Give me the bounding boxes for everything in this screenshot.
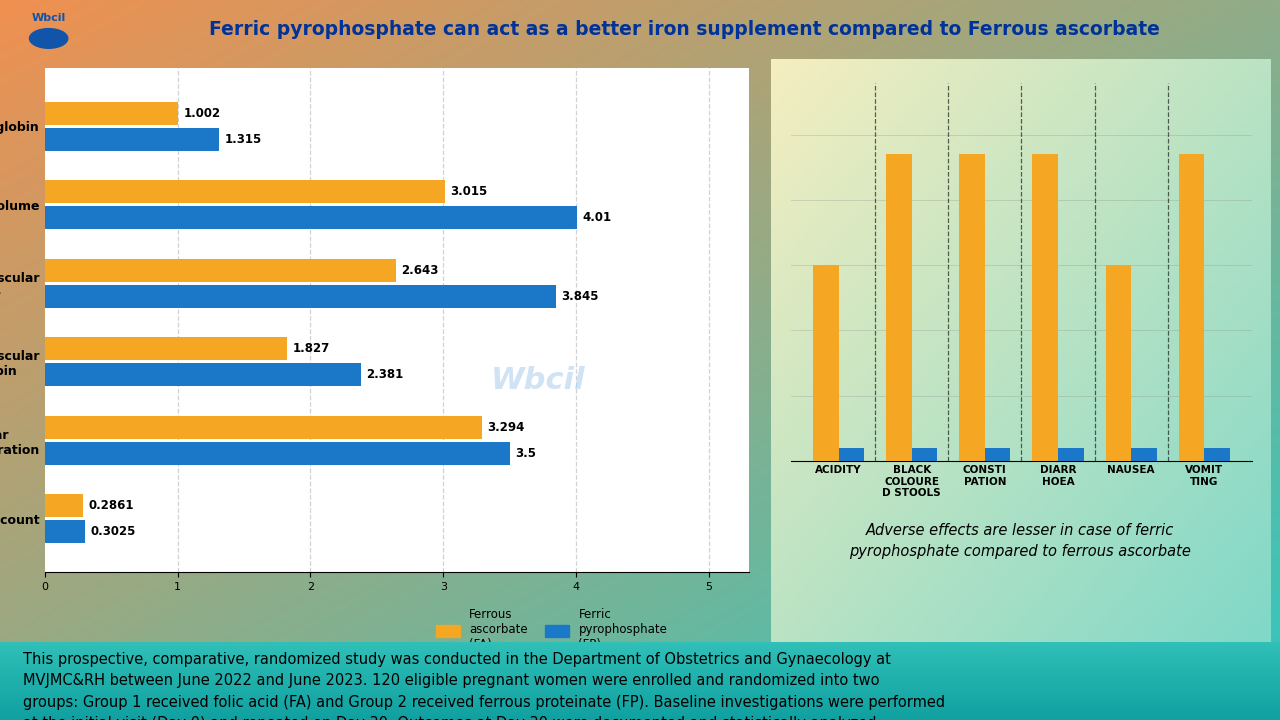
Text: Wbcil: Wbcil (490, 366, 585, 395)
Text: 3.845: 3.845 (561, 289, 598, 302)
Bar (45, 416, 483, 438)
Text: Ferric pyrophosphate can act as a better iron supplement compared to Ferrous asc: Ferric pyrophosphate can act as a better… (210, 20, 1160, 39)
Text: 1.002: 1.002 (183, 107, 220, 120)
Bar (1204, 448, 1230, 461)
Text: Adverse effects are lesser in case of ferric
pyrophosphate compared to ferrous a: Adverse effects are lesser in case of fe… (849, 523, 1192, 559)
Text: Wbcil: Wbcil (32, 14, 65, 23)
Bar (45, 285, 556, 307)
Bar (45, 442, 509, 464)
Text: 1.315: 1.315 (225, 132, 262, 145)
Text: 2.381: 2.381 (366, 368, 403, 381)
Text: 2.643: 2.643 (401, 264, 439, 276)
Bar (45, 364, 361, 386)
Legend: Ferrous
ascorbate
(FA), Ferric
pyrophosphate
(FP): Ferrous ascorbate (FA), Ferric pyrophosp… (430, 603, 673, 657)
Bar (45, 521, 84, 543)
Bar (45, 338, 288, 360)
Text: 0.2861: 0.2861 (88, 499, 133, 512)
Bar (959, 155, 984, 461)
Text: 0.3025: 0.3025 (91, 525, 136, 539)
Circle shape (29, 29, 68, 48)
Bar (1033, 155, 1059, 461)
Text: 4.01: 4.01 (582, 211, 612, 224)
Bar (838, 448, 864, 461)
Text: This prospective, comparative, randomized study was conducted in the Department : This prospective, comparative, randomize… (23, 652, 945, 720)
Bar (984, 448, 1010, 461)
Bar (1179, 155, 1204, 461)
Bar (813, 265, 838, 461)
Text: 3.5: 3.5 (515, 446, 536, 459)
Bar (45, 259, 396, 282)
Bar (45, 495, 83, 517)
Bar (45, 128, 219, 150)
Bar (886, 155, 911, 461)
Bar (45, 180, 445, 203)
Bar (45, 102, 178, 125)
Bar (1132, 448, 1157, 461)
Text: 3.015: 3.015 (451, 185, 488, 198)
Text: 1.827: 1.827 (293, 342, 330, 355)
Bar (1059, 448, 1084, 461)
Bar (45, 207, 577, 229)
Bar (911, 448, 937, 461)
Bar (1106, 265, 1132, 461)
Text: 3.294: 3.294 (488, 420, 525, 433)
